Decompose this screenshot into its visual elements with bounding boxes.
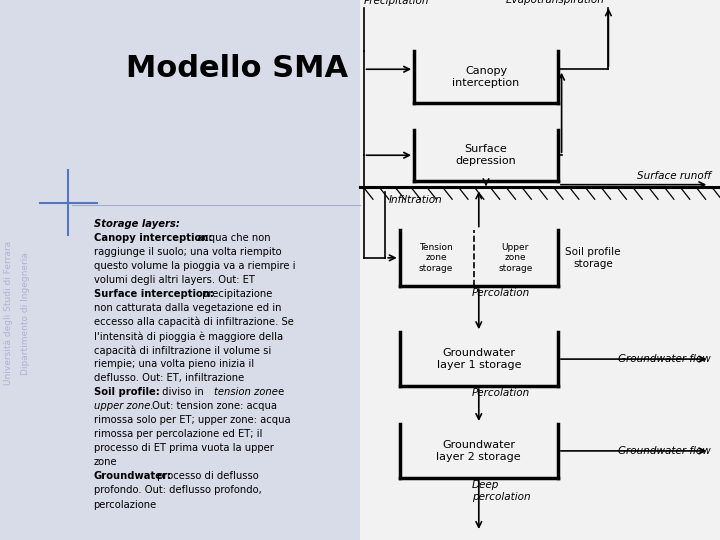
- Text: Percolation: Percolation: [472, 388, 530, 399]
- Text: Tension
zone
storage: Tension zone storage: [419, 243, 453, 273]
- Text: Upper
zone
storage: Upper zone storage: [498, 243, 532, 273]
- Text: non catturata dalla vegetazione ed in: non catturata dalla vegetazione ed in: [94, 303, 281, 313]
- Text: Precipitation: Precipitation: [364, 0, 429, 6]
- Text: deflusso. Out: ET, infiltrazione: deflusso. Out: ET, infiltrazione: [94, 373, 244, 383]
- Text: volumi degli altri layers. Out: ET: volumi degli altri layers. Out: ET: [94, 275, 254, 285]
- Text: Canopy interception:: Canopy interception:: [94, 233, 212, 243]
- Text: zone: zone: [94, 457, 117, 468]
- Text: Infiltration: Infiltration: [389, 195, 443, 206]
- Text: profondo. Out: deflusso profondo,: profondo. Out: deflusso profondo,: [94, 485, 261, 496]
- Text: Surface
depression: Surface depression: [456, 144, 516, 166]
- Text: Surface interception:: Surface interception:: [94, 289, 214, 299]
- Text: raggiunge il suolo; una volta riempito: raggiunge il suolo; una volta riempito: [94, 247, 282, 257]
- FancyBboxPatch shape: [0, 0, 360, 540]
- Text: diviso in: diviso in: [159, 387, 207, 397]
- Text: Groundwater flow: Groundwater flow: [618, 446, 711, 456]
- Text: Groundwater flow: Groundwater flow: [618, 354, 711, 364]
- Text: Modello SMA: Modello SMA: [126, 54, 348, 83]
- Text: Soil profile
storage: Soil profile storage: [565, 247, 621, 269]
- Text: Canopy
interception: Canopy interception: [452, 66, 520, 87]
- Text: Groundwater:: Groundwater:: [94, 471, 172, 482]
- Text: eccesso alla capacità di infiltrazione. Se: eccesso alla capacità di infiltrazione. …: [94, 317, 294, 327]
- Text: Groundwater
layer 1 storage: Groundwater layer 1 storage: [436, 348, 521, 370]
- Text: upper zone.: upper zone.: [94, 401, 153, 411]
- Text: riempie; una volta pieno inizia il: riempie; una volta pieno inizia il: [94, 359, 253, 369]
- Text: rimossa solo per ET; upper zone: acqua: rimossa solo per ET; upper zone: acqua: [94, 415, 290, 426]
- Text: rimossa per percolazione ed ET; il: rimossa per percolazione ed ET; il: [94, 429, 262, 440]
- Text: percolazione: percolazione: [94, 500, 157, 510]
- Text: Storage layers:: Storage layers:: [94, 219, 179, 229]
- Text: Evapotranspiration: Evapotranspiration: [506, 0, 605, 5]
- Text: processo di ET prima vuota la upper: processo di ET prima vuota la upper: [94, 443, 274, 454]
- FancyBboxPatch shape: [360, 0, 720, 540]
- Text: processo di deflusso: processo di deflusso: [154, 471, 258, 482]
- Text: Groundwater
layer 2 storage: Groundwater layer 2 storage: [436, 440, 521, 462]
- Text: questo volume la pioggia va a riempire i: questo volume la pioggia va a riempire i: [94, 261, 295, 271]
- Text: Out: tension zone: acqua: Out: tension zone: acqua: [149, 401, 277, 411]
- Text: Soil profile:: Soil profile:: [94, 387, 159, 397]
- Text: tension zone: tension zone: [215, 387, 279, 397]
- Text: Università degli Studi di Ferrara: Università degli Studi di Ferrara: [4, 241, 13, 385]
- Text: acqua che non: acqua che non: [194, 233, 271, 243]
- Text: l'intensità di pioggia è maggiore della: l'intensità di pioggia è maggiore della: [94, 331, 283, 341]
- Text: Surface runoff: Surface runoff: [636, 171, 711, 181]
- Text: Dipartimento di Ingegneria: Dipartimento di Ingegneria: [21, 252, 30, 375]
- Text: Percolation: Percolation: [472, 288, 530, 299]
- Text: e: e: [275, 387, 284, 397]
- Text: capacità di infiltrazione il volume si: capacità di infiltrazione il volume si: [94, 345, 271, 355]
- Text: Deep
percolation: Deep percolation: [472, 480, 530, 502]
- Text: precipitazione: precipitazione: [199, 289, 273, 299]
